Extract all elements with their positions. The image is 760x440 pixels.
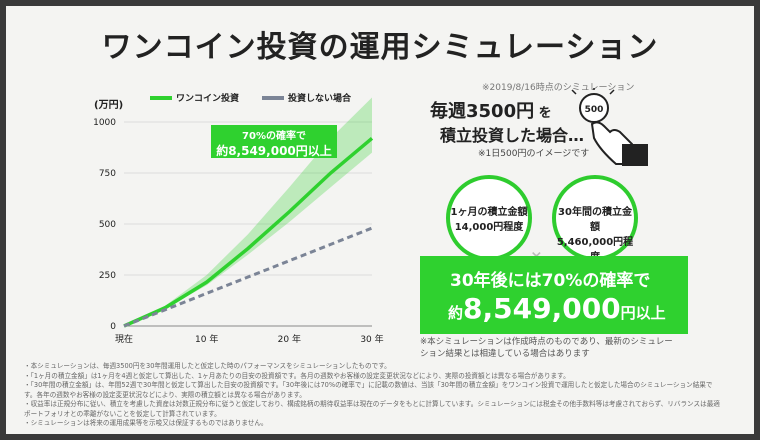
y-axis-label: (万円) (94, 99, 123, 111)
series-line-investment (123, 136, 374, 328)
headline-amount: 毎週3500円 を (430, 97, 552, 123)
result-note: ※本シミュレーションは作成時点のものであり、最新のシミュレーション結果とは相違し… (420, 337, 673, 359)
y-tick-label: 750 (99, 169, 116, 179)
footnotes: ・本シミュレーションは、毎週3500円を30年間運用したと仮定した時のパフォーマ… (24, 362, 724, 429)
footnote-line: ・収益率は正規分布に従い、積立を考慮した資産は対数正規分布に従うと仮定しており、… (24, 400, 720, 418)
result-suffix: 円以上 (620, 304, 666, 322)
result-amount: 8,549,000 (463, 292, 621, 325)
y-tick-label: 0 (110, 322, 116, 332)
date-note: ※2019/8/16時点のシミュレーション (482, 83, 635, 93)
result-amount-line: 約8,549,000円以上 (448, 292, 666, 325)
note-500yen: ※1日500円のイメージです (478, 149, 590, 159)
footnote-line: ・「1ヶ月の積立金額」は1ヶ月を4週と仮定して算出した、1ヶ月あたりの目安の投資… (24, 371, 570, 380)
legend-label-investment: ワンコイン投資 (176, 92, 239, 104)
total-amount-circle: 30年間の積立金額 5,460,000円程度 (552, 175, 638, 263)
x-tick-label: 20 年 (278, 333, 301, 345)
footnote-line: ・「30年間の積立金額」は、年間52週で30年間と仮定して算出した目安の投資額で… (24, 381, 713, 399)
circle1-value: 14,000円程度 (454, 222, 524, 233)
x-tick-label: 30 年 (360, 333, 383, 345)
y-tick-label: 500 (99, 220, 116, 230)
coin-label: 500 (585, 105, 604, 115)
callout-line2: 約8,549,000円以上 (216, 144, 332, 158)
y-tick-label: 1000 (93, 118, 116, 128)
circle1-label: 1ヶ月の積立金額 (450, 207, 528, 218)
callout-line1: 70%の確率で (242, 131, 306, 142)
headline-amount-text: 毎週3500円 (430, 101, 535, 122)
result-prefix: 約 (448, 304, 464, 322)
footnote-line: ・シミュレーションは将来の運用成果等を示唆又は保証するものではありません。 (24, 419, 268, 428)
monthly-amount-circle: 1ヶ月の積立金額 14,000円程度 (446, 175, 532, 261)
chart-callout: 70%の確率で 約8,549,000円以上 (211, 125, 337, 158)
result-line1: 30年後には70%の確率で (450, 271, 651, 291)
coin-hand-icon: 500 (571, 88, 648, 166)
headline-particle: を (534, 106, 552, 121)
page-title: ワンコイン投資の運用シミュレーション (101, 30, 659, 65)
x-tick-label: 現在 (115, 333, 133, 345)
legend-label-no-investment: 投資しない場合 (288, 92, 352, 104)
headline-condition: 積立投資した場合… (440, 126, 585, 145)
result-box: 30年後には70%の確率で 約8,549,000円以上 (420, 256, 688, 334)
x-tick-label: 10 年 (195, 333, 218, 345)
y-tick-label: 250 (99, 271, 116, 281)
footnote-line: ・本シミュレーションは、毎週3500円を30年間運用したと仮定した時のパフォーマ… (24, 362, 391, 370)
circle2-label: 30年間の積立金額 (558, 207, 632, 233)
series-line-no-investment (123, 226, 373, 328)
